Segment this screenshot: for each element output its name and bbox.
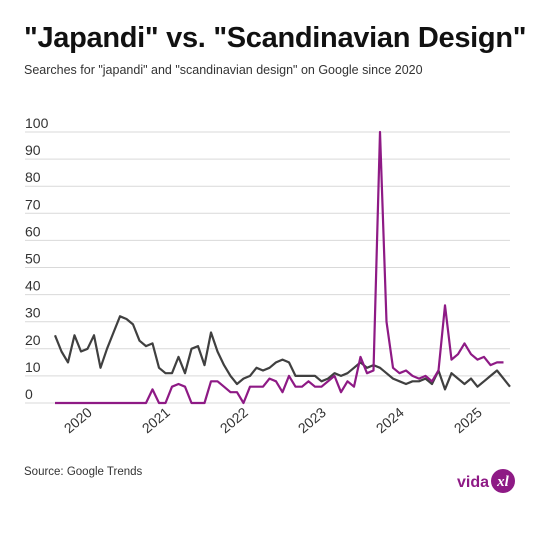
series-layer — [53, 130, 511, 405]
x-tick-label: 2022 — [217, 404, 251, 436]
y-tick-label: 30 — [25, 305, 41, 321]
svg-text:vida: vida — [457, 474, 489, 491]
x-axis-labels: 2020 2021 2022 2023 2024 2025 — [61, 404, 485, 436]
y-tick-label: 20 — [25, 332, 41, 348]
svg-text:xl: xl — [496, 474, 510, 490]
x-tick-label: 2021 — [139, 404, 173, 436]
vidaxl-logo: vida xl — [457, 469, 515, 493]
y-tick-label: 0 — [25, 386, 33, 402]
source-note: Source: Google Trends — [24, 466, 143, 478]
grid-layer — [25, 131, 510, 404]
y-tick-label: 10 — [25, 359, 41, 375]
y-tick-label: 70 — [25, 196, 41, 212]
y-tick-label: 100 — [25, 115, 49, 131]
y-tick-label: 50 — [25, 251, 41, 267]
y-axis-labels: 0 10 20 30 40 50 60 70 80 90 100 — [25, 115, 49, 402]
x-tick-label: 2024 — [373, 404, 407, 436]
y-tick-label: 40 — [25, 278, 41, 294]
y-tick-label: 60 — [25, 223, 41, 239]
x-tick-label: 2023 — [295, 404, 329, 436]
x-tick-label: 2020 — [61, 404, 95, 436]
series-line-japandi — [55, 130, 504, 405]
chart-subtitle: Searches for "japandi" and "scandinavian… — [24, 63, 423, 77]
chart-title: "Japandi" vs. "Scandinavian Design" — [24, 22, 527, 54]
x-tick-label: 2025 — [451, 404, 485, 436]
y-tick-label: 80 — [25, 169, 41, 185]
y-tick-label: 90 — [25, 142, 41, 158]
